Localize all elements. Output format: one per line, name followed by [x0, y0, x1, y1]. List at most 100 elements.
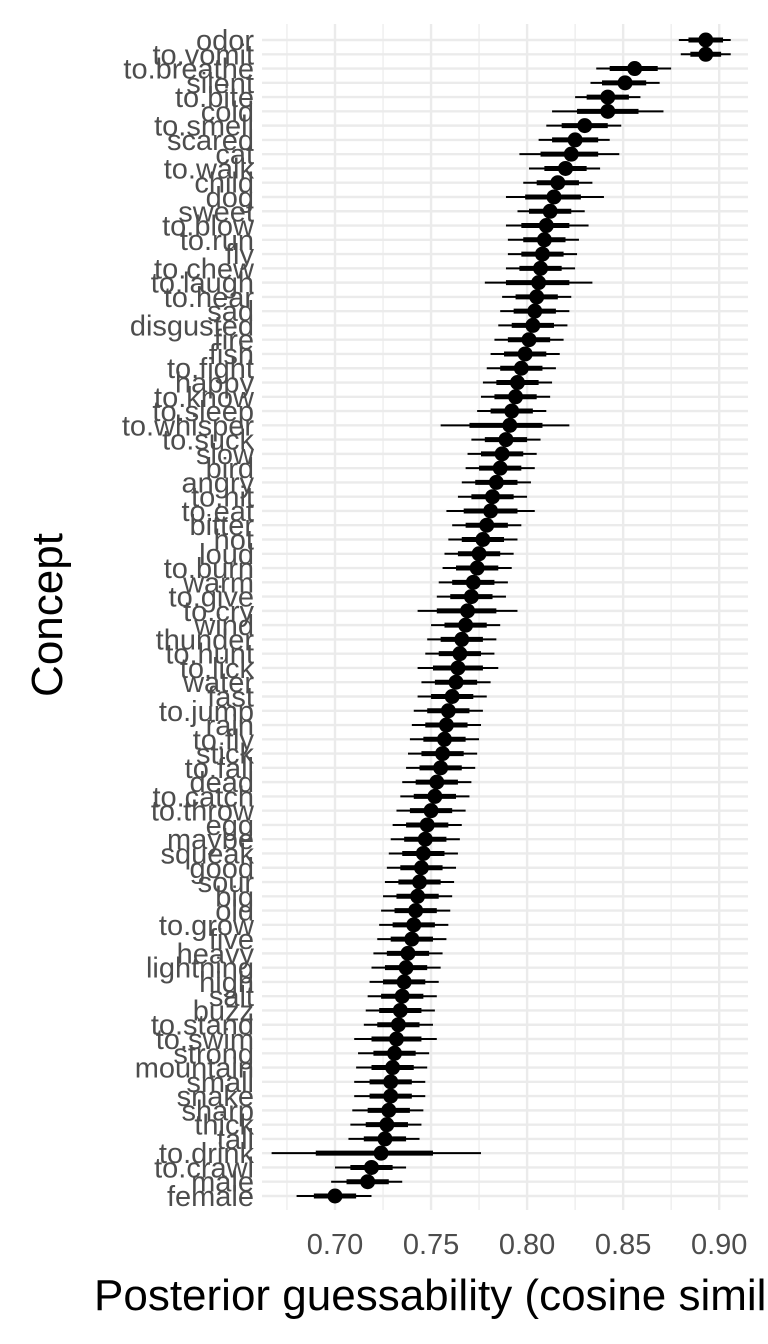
y-tick-label: heavy [177, 938, 255, 970]
estimate-point [394, 988, 410, 1004]
estimate-point [404, 931, 420, 947]
y-tick-label: to.crawl [154, 1152, 254, 1184]
x-tick-label: 0.90 [691, 1229, 747, 1261]
y-tick-label: old [215, 896, 254, 928]
y-tick-label: small [186, 1067, 254, 1099]
y-tick-label: to.catch [152, 781, 254, 813]
estimate-point [392, 1002, 408, 1018]
y-tick-label: to.suck [162, 425, 254, 457]
y-tick-label: to.swim [156, 1024, 254, 1056]
y-tick-label: salt [209, 981, 254, 1013]
y-axis-tick-labels: odorto.vomitto.breathesilentto.bitecoldt… [122, 25, 255, 1213]
estimate-point [698, 46, 714, 62]
y-tick-label: disgusted [130, 310, 254, 342]
estimate-point [471, 546, 487, 562]
grid-lines [262, 24, 748, 1210]
estimate-points [327, 32, 714, 1204]
y-tick-label: sweet [178, 196, 254, 228]
y-tick-label: to.whisper [122, 410, 255, 442]
y-tick-label: strong [173, 1038, 254, 1070]
estimate-point [373, 1145, 389, 1161]
y-tick-label: child [194, 168, 254, 200]
estimate-point [525, 317, 541, 333]
estimate-point [534, 246, 550, 262]
y-tick-label: angry [181, 467, 254, 499]
y-tick-label: sour [198, 867, 255, 899]
y-tick-label: to.breathe [123, 54, 254, 86]
x-tick-label: 0.85 [595, 1229, 651, 1261]
y-tick-label: to.laugh [151, 268, 254, 300]
x-tick-label: 0.75 [403, 1229, 459, 1261]
estimate-point [398, 960, 414, 976]
estimate-point [381, 1102, 397, 1118]
estimate-point [504, 403, 520, 419]
estimate-point [450, 660, 466, 676]
estimate-point [390, 1017, 406, 1033]
estimate-point [469, 560, 485, 576]
estimate-point [463, 589, 479, 605]
estimate-point [479, 517, 495, 533]
y-tick-label: snake [177, 1081, 254, 1113]
estimate-point [542, 203, 558, 219]
estimate-point [400, 945, 416, 961]
y-tick-label: to.bite [175, 82, 254, 114]
estimate-point [460, 603, 476, 619]
estimate-point [502, 417, 518, 433]
y-tick-label: buzz [193, 995, 254, 1027]
estimate-point [435, 746, 451, 762]
y-tick-label: to.fight [167, 353, 254, 385]
estimate-point [465, 574, 481, 590]
estimate-point [563, 146, 579, 162]
y-tick-label: big [215, 881, 254, 913]
y-tick-label: maybe [167, 824, 254, 856]
y-tick-label: cold [201, 96, 254, 128]
estimate-point [475, 532, 491, 548]
estimate-point [387, 1045, 403, 1061]
estimate-point [513, 360, 529, 376]
estimate-point [698, 32, 714, 48]
y-tick-label: slow [196, 439, 255, 471]
estimate-point [527, 303, 543, 319]
estimate-point [546, 189, 562, 205]
interval-bars [271, 37, 731, 1199]
y-tick-label: sad [207, 296, 254, 328]
y-tick-label: wind [193, 610, 254, 642]
y-tick-label: to.chew [154, 253, 255, 285]
estimate-point [452, 646, 468, 662]
estimate-point [327, 1188, 343, 1204]
y-tick-label: high [199, 967, 254, 999]
y-tick-label: tall [217, 1124, 254, 1156]
y-tick-label: to.smell [154, 111, 254, 143]
estimate-point [417, 831, 433, 847]
y-tick-label: to.hunt [165, 639, 254, 671]
estimate-point [531, 275, 547, 291]
y-tick-label: good [189, 853, 254, 885]
estimate-point [600, 89, 616, 105]
estimate-point [419, 817, 435, 833]
y-tick-label: fish [209, 339, 254, 371]
y-tick-label: to.vomit [152, 39, 254, 71]
x-axis-tick-labels: 0.70 0.75 0.80 0.85 0.90 [307, 1229, 748, 1261]
estimate-point [533, 260, 549, 276]
x-axis-title: Posterior guessability (cosine similarit… [94, 1271, 768, 1320]
y-tick-label: to.hear [164, 282, 255, 314]
estimate-point [444, 688, 460, 704]
estimate-point [454, 631, 470, 647]
estimate-point [492, 460, 508, 476]
estimate-point [438, 717, 454, 733]
y-tick-label: happy [175, 368, 255, 400]
y-tick-label: scared [167, 125, 254, 157]
y-tick-label: to.stand [151, 1010, 254, 1042]
estimate-point [488, 474, 504, 490]
y-tick-label: fly [225, 239, 255, 271]
estimate-point [517, 346, 533, 362]
estimate-point [433, 760, 449, 776]
y-tick-label: dead [189, 767, 254, 799]
y-tick-label: to.blow [162, 211, 255, 243]
y-tick-label: silent [186, 68, 254, 100]
estimate-point [379, 1117, 395, 1133]
estimate-point [483, 503, 499, 519]
y-tick-label: loud [199, 539, 254, 571]
y-tick-label: male [191, 1167, 254, 1199]
